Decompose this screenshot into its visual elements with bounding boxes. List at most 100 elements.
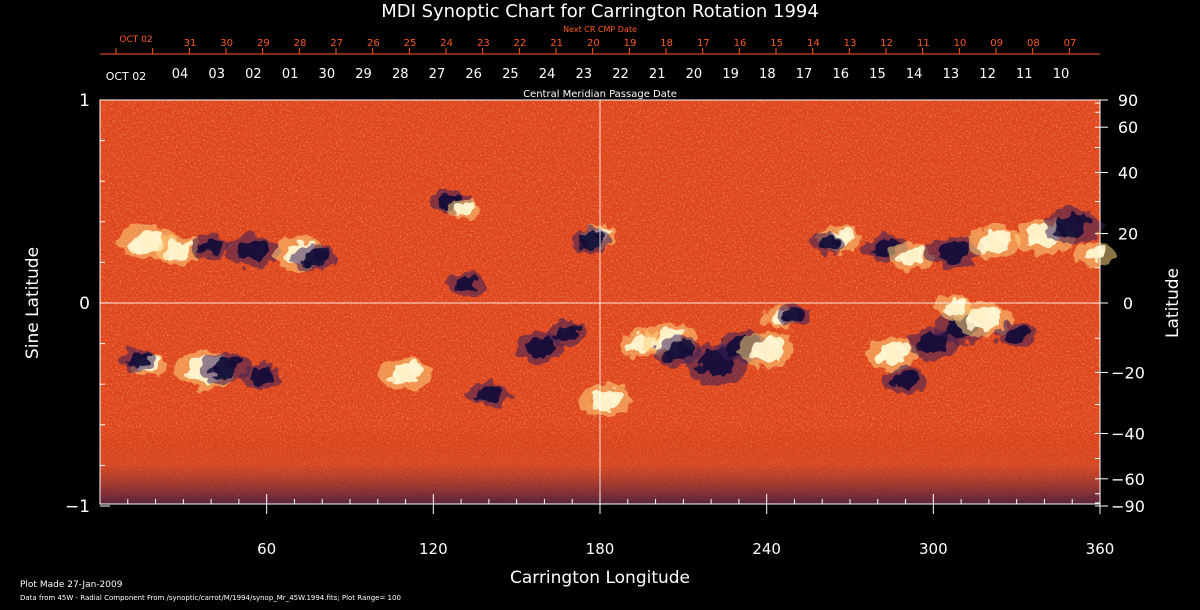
next-cr-ticks [115, 48, 1070, 54]
left-axis-label: Sine Latitude [23, 247, 43, 359]
right-axis-ticks [1095, 99, 1108, 507]
x-axis-ticks [99, 494, 1101, 514]
cmp-date: 27 [429, 67, 446, 82]
negative-flux-region [121, 348, 157, 372]
cmp-date: 13 [943, 67, 960, 82]
next-cr-date: 24 [440, 38, 453, 49]
next-cr-date: 18 [660, 38, 673, 49]
next-cr-date: 12 [880, 38, 893, 49]
cmp-date: 16 [832, 67, 849, 82]
cmp-date: 26 [465, 67, 482, 82]
cmp-date: 25 [502, 67, 519, 82]
cmp-date: 29 [355, 67, 372, 82]
next-cr-date: 27 [330, 38, 343, 49]
next-cr-date: 21 [550, 38, 563, 49]
cmp-date: 11 [1016, 67, 1033, 82]
x-tick-label: 60 [257, 540, 276, 558]
positive-flux-region [738, 331, 796, 368]
cmp-date: 21 [649, 67, 666, 82]
next-cr-date: 11 [917, 38, 930, 49]
right-tick-label: 40 [1118, 164, 1138, 183]
next-cr-date: 14 [807, 38, 820, 49]
next-cr-date: 22 [514, 38, 527, 49]
next-cr-date: 28 [294, 38, 307, 49]
negative-flux-region [466, 380, 511, 409]
positive-flux-region [155, 236, 200, 265]
cmp-date: 14 [906, 67, 923, 82]
right-tick-label: 60 [1118, 118, 1138, 137]
magnetogram-image [100, 100, 1115, 504]
negative-flux-region [1043, 207, 1101, 245]
cmp-date: 19 [722, 67, 739, 82]
cmp-date: 03 [208, 67, 225, 82]
cmp-date: 12 [979, 67, 996, 82]
next-cr-date: 26 [367, 38, 380, 49]
cmp-date: 24 [539, 67, 556, 82]
negative-flux-region [200, 352, 250, 384]
cmp-label: Central Meridian Passage Date [523, 89, 677, 100]
next-cr-date: 20 [587, 38, 600, 49]
cmp-date: 20 [686, 67, 703, 82]
next-cr-date: 09 [990, 38, 1003, 49]
next-cr-date-row: OCT 02 31 30 29 28 27 26 25 24 23 22 21 20 19 18 17 16 1… [119, 35, 1076, 49]
right-tick-label: −60 [1111, 470, 1145, 489]
left-tick-label: −1 [65, 497, 90, 517]
right-tick-label: 90 [1118, 91, 1138, 110]
right-tick-label: −90 [1111, 497, 1145, 516]
negative-flux-region [241, 363, 281, 389]
left-tick-label: 1 [79, 91, 90, 111]
cmp-first-date: OCT 02 [106, 70, 147, 83]
x-axis-label: Carrington Longitude [510, 568, 690, 588]
right-tick-label: −40 [1111, 424, 1145, 443]
positive-flux-region [448, 199, 480, 220]
x-tick-label: 300 [919, 540, 948, 558]
positive-flux-region [865, 336, 919, 371]
x-tick-label: 240 [752, 540, 781, 558]
next-cr-label: Next CR CMP Date [563, 25, 637, 34]
cmp-date: 18 [759, 67, 776, 82]
right-tick-label: 20 [1118, 225, 1138, 244]
left-axis-ticks [100, 99, 110, 507]
next-cr-first-date: OCT 02 [119, 35, 152, 45]
next-cr-date: 19 [624, 38, 637, 49]
negative-flux-region [546, 320, 587, 347]
right-axis-label: Latitude [1163, 268, 1183, 338]
left-axis-tick-labels: 1 0 −1 [65, 91, 90, 517]
next-cr-date: 31 [184, 38, 197, 49]
plot-made-note: Plot Made 27-Jan-2009 [20, 580, 123, 590]
cmp-date: 22 [612, 67, 629, 82]
positive-flux-region [935, 294, 976, 320]
x-axis-tick-labels: 60 120 180 240 300 360 [257, 540, 1114, 558]
negative-flux-region [446, 272, 487, 298]
cmp-date: 02 [245, 67, 262, 82]
cmp-date: 28 [392, 67, 409, 82]
next-cr-date: 29 [257, 38, 270, 49]
negative-flux-region [810, 232, 846, 256]
next-cr-date: 07 [1064, 38, 1077, 49]
cmp-date: 15 [869, 67, 886, 82]
left-tick-label: 0 [79, 294, 90, 314]
chart-title: MDI Synoptic Chart for Carrington Rotati… [381, 1, 819, 22]
positive-flux-region [1074, 241, 1115, 267]
negative-flux-region [571, 227, 612, 253]
x-tick-label: 120 [419, 540, 448, 558]
positive-flux-region [118, 223, 176, 261]
next-cr-date: 25 [404, 38, 417, 49]
next-cr-date: 23 [477, 38, 490, 49]
negative-flux-region [776, 303, 813, 327]
positive-flux-region [889, 242, 934, 271]
next-cr-date: 08 [1027, 38, 1040, 49]
cmp-date: 17 [796, 67, 813, 82]
right-tick-label: −20 [1111, 363, 1145, 382]
negative-flux-region [883, 366, 928, 395]
next-cr-date: 16 [734, 38, 747, 49]
next-cr-date: 15 [770, 38, 783, 49]
cmp-date: 10 [1053, 67, 1070, 82]
negative-flux-region [191, 233, 231, 259]
cmp-date: 04 [172, 67, 189, 82]
negative-flux-region [226, 233, 280, 268]
right-tick-label: 0 [1123, 294, 1133, 313]
cmp-date-row: OCT 02 04 03 02 01 30 29 28 27 26 25 24 23 22 21 20 19 1… [106, 67, 1070, 83]
positive-flux-region [579, 383, 632, 418]
